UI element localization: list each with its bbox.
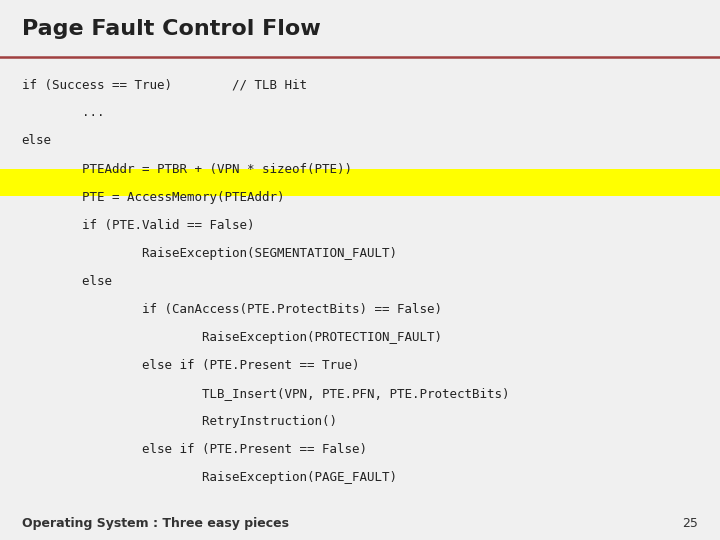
Text: if (CanAccess(PTE.ProtectBits) == False): if (CanAccess(PTE.ProtectBits) == False) (22, 303, 441, 316)
Text: RaiseException(SEGMENTATION_FAULT): RaiseException(SEGMENTATION_FAULT) (22, 247, 397, 260)
Text: RaiseException(PROTECTION_FAULT): RaiseException(PROTECTION_FAULT) (22, 331, 441, 344)
Text: else: else (22, 275, 112, 288)
Text: if (Success == True)        // TLB Hit: if (Success == True) // TLB Hit (22, 78, 307, 91)
Text: RaiseException(PAGE_FAULT): RaiseException(PAGE_FAULT) (22, 471, 397, 484)
Text: Page Fault Control Flow: Page Fault Control Flow (22, 19, 320, 39)
Text: else if (PTE.Present == True): else if (PTE.Present == True) (22, 359, 359, 372)
Text: RetryInstruction(): RetryInstruction() (22, 415, 337, 428)
Text: else: else (22, 134, 52, 147)
FancyBboxPatch shape (0, 170, 720, 196)
Text: ...: ... (22, 106, 104, 119)
Text: else if (PTE.Present == False): else if (PTE.Present == False) (22, 443, 366, 456)
Text: 25: 25 (683, 517, 698, 530)
Text: Operating System : Three easy pieces: Operating System : Three easy pieces (22, 517, 289, 530)
Text: if (PTE.Valid == False): if (PTE.Valid == False) (22, 219, 254, 232)
Text: PTEAddr = PTBR + (VPN * sizeof(PTE)): PTEAddr = PTBR + (VPN * sizeof(PTE)) (22, 163, 351, 176)
Text: PTE = AccessMemory(PTEAddr): PTE = AccessMemory(PTEAddr) (22, 191, 284, 204)
Text: TLB_Insert(VPN, PTE.PFN, PTE.ProtectBits): TLB_Insert(VPN, PTE.PFN, PTE.ProtectBits… (22, 387, 509, 400)
